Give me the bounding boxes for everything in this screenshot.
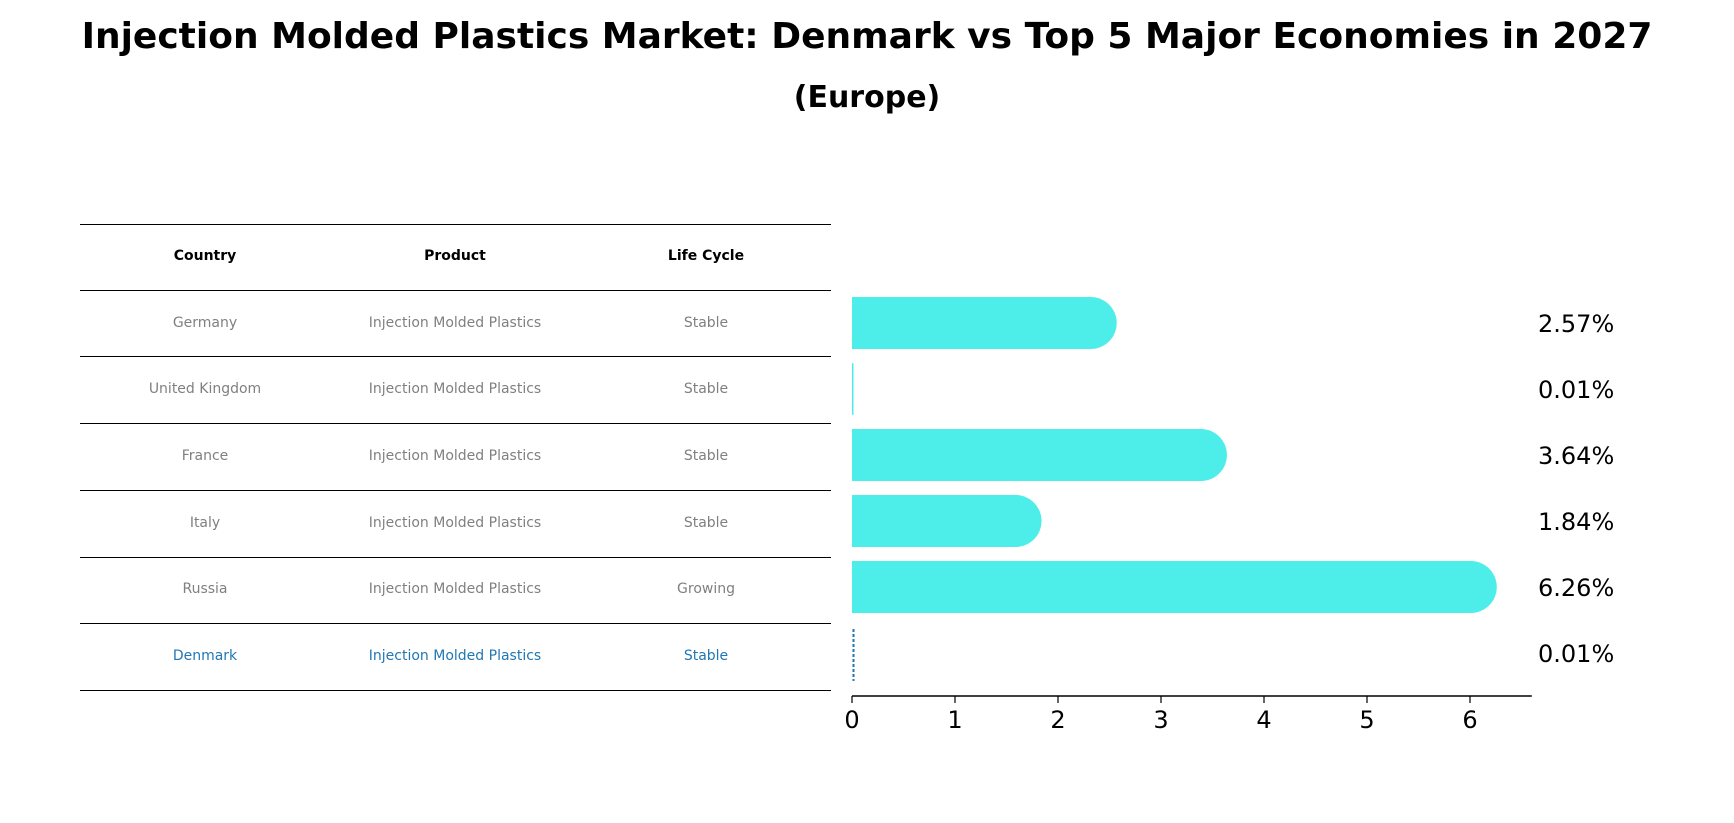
- table-rule: [80, 290, 831, 291]
- chart-title: Injection Molded Plastics Market: Denmar…: [81, 16, 1653, 57]
- cell-country: Russia: [182, 581, 228, 597]
- cell-country: Italy: [189, 515, 221, 531]
- bar-body: [852, 561, 1471, 613]
- bar: [852, 363, 854, 415]
- value-label: 0.01%: [1538, 376, 1614, 404]
- value-label: 3.64%: [1538, 442, 1614, 470]
- header-life-cycle: Life Cycle: [667, 248, 745, 264]
- chart-subtitle: (Europe): [793, 80, 941, 115]
- cell-country-highlight: Denmark: [172, 648, 238, 664]
- header-country: Country: [173, 248, 237, 264]
- cell-life-cycle: Stable: [683, 448, 729, 464]
- x-tick-label: 6: [1462, 706, 1477, 734]
- table-rule: [80, 690, 831, 691]
- cell-product: Injection Molded Plastics: [368, 581, 542, 597]
- bar-body: [852, 297, 1091, 349]
- cell-life-cycle: Stable: [683, 515, 729, 531]
- x-tick-label: 4: [1256, 706, 1271, 734]
- cell-life-cycle: Stable: [683, 315, 729, 331]
- cell-product: Injection Molded Plastics: [368, 448, 542, 464]
- table-rule: [80, 356, 831, 357]
- cell-product-highlight: Injection Molded Plastics: [368, 648, 542, 664]
- cell-product: Injection Molded Plastics: [368, 515, 542, 531]
- cell-country: France: [181, 448, 229, 464]
- bar-body: [852, 429, 1201, 481]
- table-rule: [80, 623, 831, 624]
- value-label: 6.26%: [1538, 574, 1614, 602]
- cell-product: Injection Molded Plastics: [368, 381, 542, 397]
- x-tick-label: 2: [1050, 706, 1065, 734]
- value-label: 2.57%: [1538, 310, 1614, 338]
- x-tick-label: 5: [1359, 706, 1374, 734]
- x-tick-label: 3: [1153, 706, 1168, 734]
- value-label: 1.84%: [1538, 508, 1614, 536]
- x-tick-label: 1: [947, 706, 962, 734]
- value-label: 0.01%: [1538, 640, 1614, 668]
- header-product: Product: [424, 248, 486, 264]
- bar-body: [852, 495, 1016, 547]
- cell-life-cycle: Growing: [677, 581, 735, 597]
- table-rule: [80, 224, 831, 225]
- cell-life-cycle-highlight: Stable: [683, 648, 729, 664]
- table-rule: [80, 557, 831, 558]
- table-rule: [80, 423, 831, 424]
- table-rule: [80, 490, 831, 491]
- cell-country: United Kingdom: [148, 381, 262, 397]
- cell-country: Germany: [172, 315, 238, 331]
- cell-product: Injection Molded Plastics: [368, 315, 542, 331]
- cell-life-cycle: Stable: [683, 381, 729, 397]
- x-tick-label: 0: [844, 706, 859, 734]
